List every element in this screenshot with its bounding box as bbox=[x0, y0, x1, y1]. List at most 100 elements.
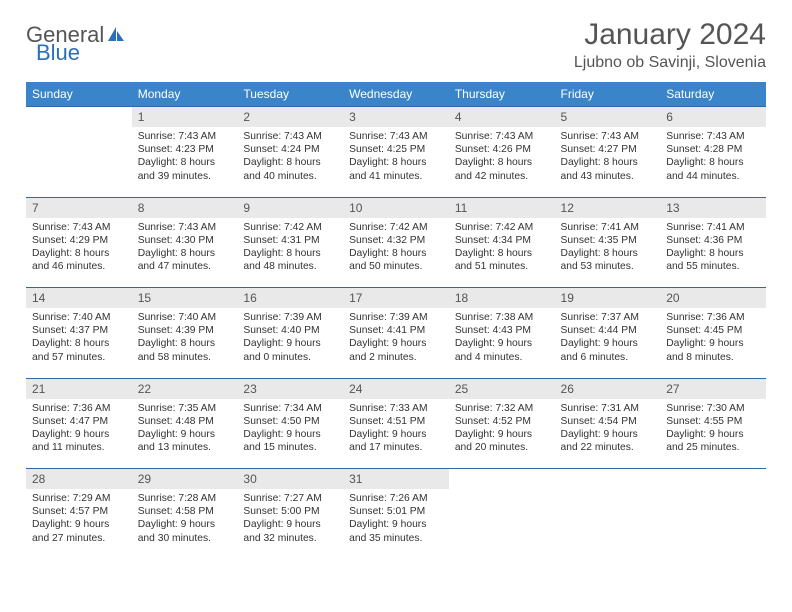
day-content-cell: Sunrise: 7:33 AMSunset: 4:51 PMDaylight:… bbox=[343, 399, 449, 469]
sunrise-line: Sunrise: 7:31 AM bbox=[561, 402, 655, 415]
sunset-line: Sunset: 4:36 PM bbox=[666, 234, 760, 247]
daylight-line: Daylight: 8 hours and 44 minutes. bbox=[666, 156, 760, 182]
day-number-cell: 1 bbox=[132, 107, 238, 128]
sunrise-line: Sunrise: 7:38 AM bbox=[455, 311, 549, 324]
sunset-line: Sunset: 4:37 PM bbox=[32, 324, 126, 337]
day-number-cell: 6 bbox=[660, 107, 766, 128]
day-number-cell bbox=[26, 107, 132, 128]
calendar-page: General January 2024 Ljubno ob Savinji, … bbox=[0, 0, 792, 571]
weekday-header: Saturday bbox=[660, 82, 766, 107]
daylight-line: Daylight: 9 hours and 2 minutes. bbox=[349, 337, 443, 363]
sunset-line: Sunset: 4:51 PM bbox=[349, 415, 443, 428]
weekday-header: Friday bbox=[555, 82, 661, 107]
daynum-row: 123456 bbox=[26, 107, 766, 128]
sunset-line: Sunset: 4:27 PM bbox=[561, 143, 655, 156]
day-content-cell: Sunrise: 7:42 AMSunset: 4:32 PMDaylight:… bbox=[343, 218, 449, 288]
day-content-row: Sunrise: 7:43 AMSunset: 4:23 PMDaylight:… bbox=[26, 127, 766, 197]
daynum-row: 21222324252627 bbox=[26, 378, 766, 399]
day-content-cell: Sunrise: 7:38 AMSunset: 4:43 PMDaylight:… bbox=[449, 308, 555, 378]
weekday-header: Wednesday bbox=[343, 82, 449, 107]
daynum-row: 78910111213 bbox=[26, 197, 766, 218]
daylight-line: Daylight: 8 hours and 48 minutes. bbox=[243, 247, 337, 273]
sunrise-line: Sunrise: 7:39 AM bbox=[243, 311, 337, 324]
day-number-cell: 14 bbox=[26, 288, 132, 309]
daylight-line: Daylight: 8 hours and 43 minutes. bbox=[561, 156, 655, 182]
day-content-cell: Sunrise: 7:43 AMSunset: 4:26 PMDaylight:… bbox=[449, 127, 555, 197]
day-content-cell: Sunrise: 7:34 AMSunset: 4:50 PMDaylight:… bbox=[237, 399, 343, 469]
daylight-line: Daylight: 9 hours and 32 minutes. bbox=[243, 518, 337, 544]
daylight-line: Daylight: 8 hours and 55 minutes. bbox=[666, 247, 760, 273]
day-content-row: Sunrise: 7:43 AMSunset: 4:29 PMDaylight:… bbox=[26, 218, 766, 288]
day-content-cell: Sunrise: 7:27 AMSunset: 5:00 PMDaylight:… bbox=[237, 489, 343, 559]
weekday-header: Tuesday bbox=[237, 82, 343, 107]
day-content-cell: Sunrise: 7:41 AMSunset: 4:35 PMDaylight:… bbox=[555, 218, 661, 288]
day-content-cell: Sunrise: 7:29 AMSunset: 4:57 PMDaylight:… bbox=[26, 489, 132, 559]
day-number-cell: 31 bbox=[343, 469, 449, 490]
day-content-row: Sunrise: 7:36 AMSunset: 4:47 PM Daylight:… bbox=[26, 399, 766, 469]
sunrise-line: Sunrise: 7:39 AM bbox=[349, 311, 443, 324]
calendar-table: SundayMondayTuesdayWednesdayThursdayFrid… bbox=[26, 82, 766, 559]
day-number-cell: 24 bbox=[343, 378, 449, 399]
logo-text-2: Blue bbox=[36, 40, 80, 66]
day-content-cell bbox=[449, 489, 555, 559]
daylight-line: Daylight: 9 hours and 13 minutes. bbox=[138, 428, 232, 454]
sunset-line: Sunset: 4:52 PM bbox=[455, 415, 549, 428]
daylight-line: Daylight: 8 hours and 51 minutes. bbox=[455, 247, 549, 273]
daylight-line: Daylight: 9 hours and 27 minutes. bbox=[32, 518, 126, 544]
sunrise-line: Sunrise: 7:43 AM bbox=[243, 130, 337, 143]
daylight-line: Daylight: 9 hours and 4 minutes. bbox=[455, 337, 549, 363]
day-number-cell: 25 bbox=[449, 378, 555, 399]
day-content-cell: Sunrise: 7:42 AMSunset: 4:31 PMDaylight:… bbox=[237, 218, 343, 288]
day-number-cell: 20 bbox=[660, 288, 766, 309]
day-content-cell: Sunrise: 7:28 AMSunset: 4:58 PMDaylight:… bbox=[132, 489, 238, 559]
day-content-cell: Sunrise: 7:43 AMSunset: 4:27 PMDaylight:… bbox=[555, 127, 661, 197]
daylight-line: Daylight: 9 hours and 17 minutes. bbox=[349, 428, 443, 454]
sunrise-line: Sunrise: 7:27 AM bbox=[243, 492, 337, 505]
day-number-cell: 26 bbox=[555, 378, 661, 399]
daylight-line: Daylight: 9 hours and 22 minutes. bbox=[561, 428, 655, 454]
day-number-cell: 4 bbox=[449, 107, 555, 128]
day-number-cell: 27 bbox=[660, 378, 766, 399]
sunrise-line: Sunrise: 7:42 AM bbox=[455, 221, 549, 234]
sunrise-line: Sunrise: 7:36 AM bbox=[32, 402, 126, 415]
sunset-line: Sunset: 4:39 PM bbox=[138, 324, 232, 337]
sunrise-line: Sunrise: 7:37 AM bbox=[561, 311, 655, 324]
daylight-line: Daylight: 8 hours and 39 minutes. bbox=[138, 156, 232, 182]
sunrise-line: Sunrise: 7:33 AM bbox=[349, 402, 443, 415]
day-content-cell: Sunrise: 7:41 AMSunset: 4:36 PMDaylight:… bbox=[660, 218, 766, 288]
sunrise-line: Sunrise: 7:43 AM bbox=[666, 130, 760, 143]
daylight-line: Daylight: 9 hours and 30 minutes. bbox=[138, 518, 232, 544]
day-number-cell: 3 bbox=[343, 107, 449, 128]
sunrise-line: Sunrise: 7:36 AM bbox=[666, 311, 760, 324]
sunrise-line: Sunrise: 7:28 AM bbox=[138, 492, 232, 505]
daylight-line: Daylight: 8 hours and 41 minutes. bbox=[349, 156, 443, 182]
daylight-line: Daylight: 9 hours and 6 minutes. bbox=[561, 337, 655, 363]
sunrise-line: Sunrise: 7:43 AM bbox=[349, 130, 443, 143]
sunset-line: Sunset: 4:58 PM bbox=[138, 505, 232, 518]
sunset-line: Sunset: 4:54 PM bbox=[561, 415, 655, 428]
day-number-cell: 15 bbox=[132, 288, 238, 309]
sunset-line: Sunset: 4:55 PM bbox=[666, 415, 760, 428]
day-number-cell: 28 bbox=[26, 469, 132, 490]
day-number-cell: 17 bbox=[343, 288, 449, 309]
day-number-cell: 19 bbox=[555, 288, 661, 309]
day-number-cell: 29 bbox=[132, 469, 238, 490]
daylight-line: Daylight: 8 hours and 58 minutes. bbox=[138, 337, 232, 363]
sunset-line: Sunset: 4:47 PM bbox=[32, 415, 126, 428]
daynum-row: 14151617181920 bbox=[26, 288, 766, 309]
sunrise-line: Sunrise: 7:40 AM bbox=[32, 311, 126, 324]
daylight-line: Daylight: 9 hours and 25 minutes. bbox=[666, 428, 760, 454]
day-content-cell: Sunrise: 7:43 AMSunset: 4:28 PMDaylight:… bbox=[660, 127, 766, 197]
day-content-row: Sunrise: 7:40 AMSunset: 4:37 PM Daylight:… bbox=[26, 308, 766, 378]
sunset-line: Sunset: 4:30 PM bbox=[138, 234, 232, 247]
day-number-cell: 30 bbox=[237, 469, 343, 490]
sunset-line: Sunset: 4:57 PM bbox=[32, 505, 126, 518]
day-content-cell: Sunrise: 7:43 AMSunset: 4:29 PMDaylight:… bbox=[26, 218, 132, 288]
sunset-line: Sunset: 4:23 PM bbox=[138, 143, 232, 156]
day-content-cell: Sunrise: 7:40 AMSunset: 4:37 PMDaylight:… bbox=[26, 308, 132, 378]
sunrise-line: Sunrise: 7:32 AM bbox=[455, 402, 549, 415]
daylight-line: Daylight: 9 hours and 20 minutes. bbox=[455, 428, 549, 454]
sunset-line: Sunset: 4:34 PM bbox=[455, 234, 549, 247]
day-number-cell: 21 bbox=[26, 378, 132, 399]
sunrise-line: Sunrise: 7:26 AM bbox=[349, 492, 443, 505]
